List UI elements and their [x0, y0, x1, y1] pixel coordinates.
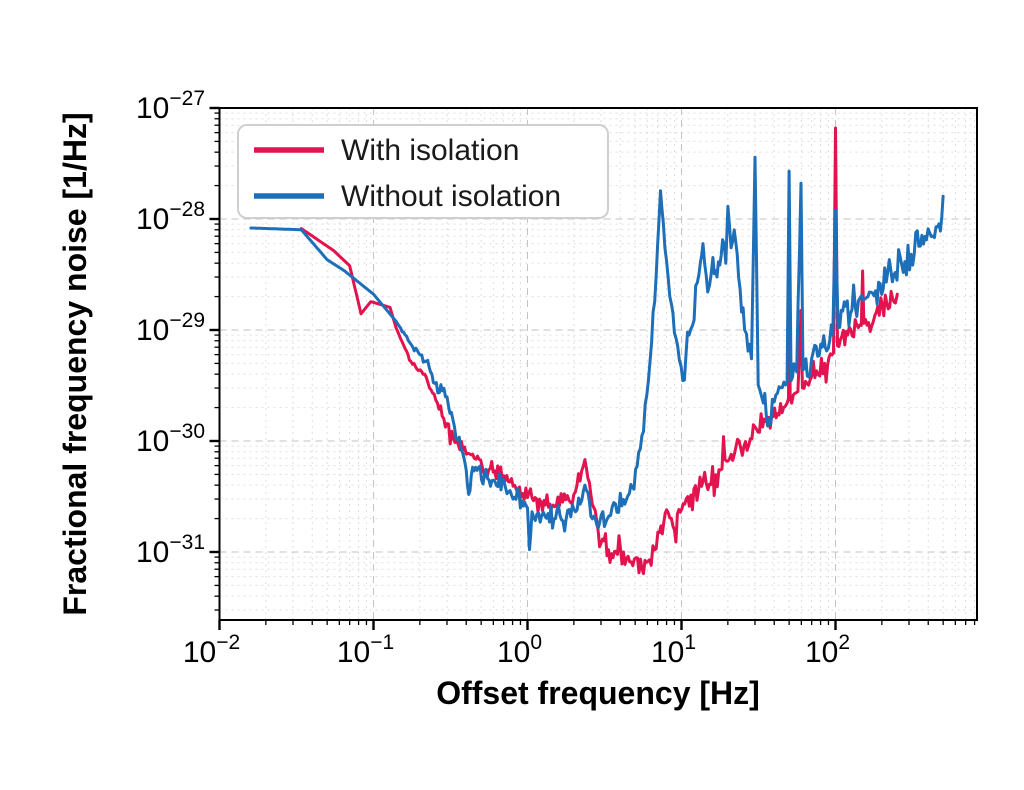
y-tick-label: 10−30 [136, 420, 205, 458]
legend-label-with-isolation: With isolation [341, 134, 519, 167]
axis-tick-labels: 10−2 10−1 100 101 102 10−27 10−28 10−29 10−30 10−… [136, 87, 850, 669]
x-tick-label: 101 [651, 631, 696, 669]
y-axis-title: Fractional frequency noise [1/Hz] [57, 112, 93, 615]
legend-box [237, 124, 609, 219]
data-series-group [249, 126, 945, 576]
x-tick-label: 100 [497, 631, 542, 669]
legend-label-without-isolation: Without isolation [341, 180, 561, 213]
x-tick-label: 102 [805, 631, 850, 669]
y-tick-label: 10−29 [136, 309, 205, 347]
axis-ticks [209, 106, 976, 630]
y-tick-label: 10−27 [136, 87, 205, 125]
series-line-without-isolation [249, 155, 945, 552]
x-axis-title: Offset frequency [Hz] [436, 675, 760, 711]
y-tick-label: 10−28 [136, 198, 205, 236]
x-tick-label: 10−1 [337, 631, 394, 669]
y-tick-label: 10−31 [136, 531, 205, 569]
legend: With isolation Without isolation [237, 124, 609, 219]
x-tick-label: 10−2 [183, 631, 240, 669]
series-line-with-isolation [299, 126, 899, 576]
